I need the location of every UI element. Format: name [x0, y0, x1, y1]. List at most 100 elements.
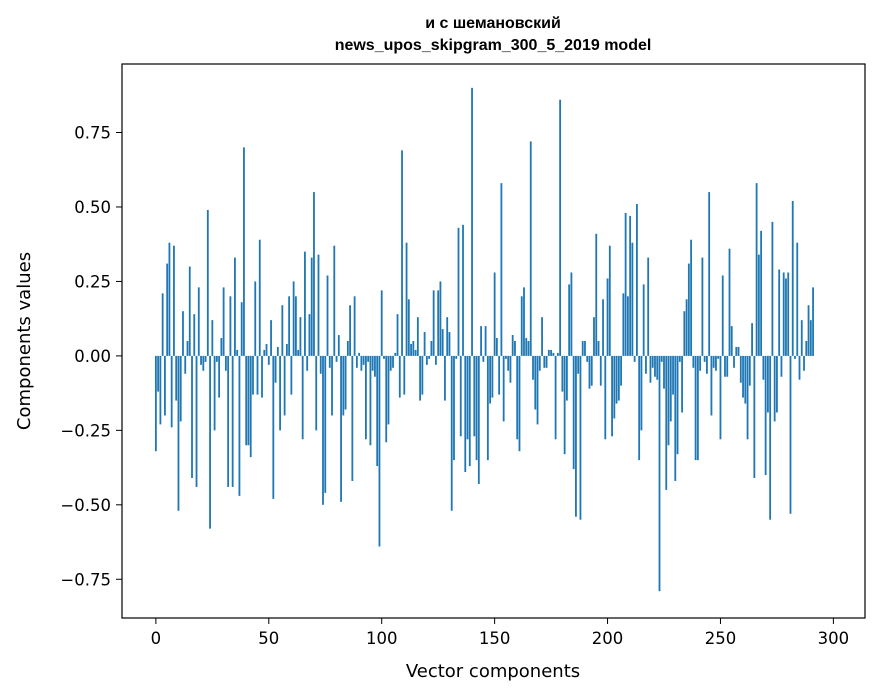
y-tick-label: −0.25: [60, 421, 111, 440]
bar: [477, 355, 480, 484]
bar: [719, 355, 722, 440]
bar: [796, 242, 799, 356]
bar: [444, 355, 446, 401]
bar: [218, 355, 221, 398]
bar: [489, 355, 492, 404]
bar: [401, 150, 403, 356]
bar: [733, 355, 735, 368]
bar: [665, 355, 668, 490]
bar: [757, 254, 760, 356]
y-tick-label: −0.50: [60, 496, 111, 515]
bar: [514, 341, 516, 356]
x-tick-label: 150: [479, 629, 511, 648]
bar: [676, 355, 679, 455]
bar: [724, 355, 726, 377]
bar: [247, 355, 250, 446]
bar: [561, 355, 564, 392]
bar: [186, 341, 189, 356]
bar: [342, 355, 345, 416]
bar: [398, 355, 401, 398]
bar: [188, 266, 191, 356]
bar: [367, 355, 370, 362]
bar: [263, 349, 266, 356]
bar: [154, 355, 157, 452]
bar: [392, 355, 394, 368]
bar: [599, 355, 602, 386]
bar: [421, 355, 424, 395]
bar: [604, 355, 607, 440]
bar: [547, 349, 550, 356]
x-tick-label: 250: [705, 629, 737, 648]
bar: [222, 287, 225, 356]
x-axis-ticks: 0 50 100 150 200 250 300: [151, 618, 850, 648]
bar: [563, 355, 566, 455]
bar: [766, 355, 769, 413]
bar: [511, 335, 514, 356]
bar: [294, 296, 297, 356]
bar: [224, 355, 227, 371]
bar: [455, 355, 458, 359]
bar: [276, 346, 279, 356]
bar: [220, 338, 223, 356]
bar: [523, 287, 525, 356]
bar: [335, 355, 338, 362]
bar: [780, 355, 783, 377]
bar: [572, 355, 575, 470]
bar: [611, 355, 613, 437]
bar: [509, 355, 512, 383]
bar: [204, 355, 207, 362]
bar: [457, 227, 460, 356]
bar: [304, 251, 306, 356]
bar: [236, 349, 239, 356]
bar: [624, 212, 627, 356]
bar: [502, 355, 505, 422]
bar: [432, 290, 435, 356]
bar: [355, 355, 358, 368]
bar: [211, 320, 214, 356]
bar: [182, 311, 184, 356]
bar: [378, 355, 381, 547]
bar: [805, 341, 808, 356]
bar: [243, 147, 245, 356]
bar: [715, 355, 717, 371]
bar: [602, 299, 604, 356]
bar: [556, 352, 559, 356]
bar: [577, 355, 580, 374]
bar: [685, 299, 688, 356]
bar: [495, 338, 498, 356]
bar: [254, 281, 257, 356]
bar: [430, 341, 433, 356]
bar: [297, 349, 300, 356]
bar: [484, 326, 487, 356]
bar: [538, 355, 541, 371]
bar: [193, 314, 196, 356]
bar: [428, 355, 431, 359]
bar: [773, 355, 776, 422]
bar: [403, 355, 406, 395]
bar: [227, 355, 230, 487]
bar: [197, 287, 200, 356]
bar: [803, 355, 805, 371]
bar: [270, 320, 272, 356]
bar: [748, 355, 751, 386]
bar: [525, 338, 528, 356]
bar: [383, 355, 385, 359]
x-tick-label: 50: [258, 629, 279, 648]
bar: [498, 355, 501, 395]
bar: [177, 355, 180, 511]
bar: [771, 221, 774, 356]
bar: [450, 355, 453, 511]
bar: [649, 355, 652, 383]
bar: [807, 305, 810, 356]
x-tick-label: 300: [818, 629, 850, 648]
bar: [412, 341, 415, 356]
bar: [505, 355, 507, 359]
bar: [371, 355, 374, 371]
bar: [760, 230, 763, 356]
bar: [710, 355, 713, 416]
bar: [486, 355, 489, 461]
bar: [441, 329, 444, 356]
x-axis-label: Vector components: [406, 661, 580, 682]
bar: [565, 355, 568, 401]
